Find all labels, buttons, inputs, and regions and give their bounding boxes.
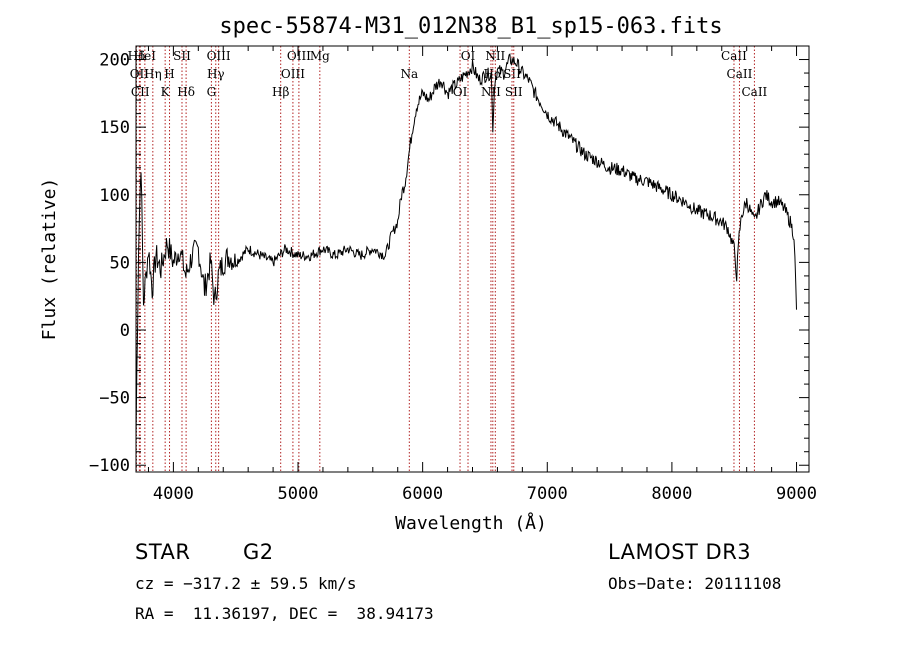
y-tick-label: 0 xyxy=(120,321,130,341)
observation-date: Obs−Date: 20111108 xyxy=(608,574,782,593)
spectral-subclass: G2 xyxy=(243,540,274,564)
line-marker-label: OI xyxy=(453,85,468,99)
line-marker-label: CaII xyxy=(721,49,747,63)
x-tick-label: 7000 xyxy=(527,484,568,504)
y-axis-label: Flux (relative) xyxy=(39,178,60,341)
line-marker-label: K xyxy=(161,85,171,99)
y-tick-label: −100 xyxy=(89,456,130,476)
line-marker-label: G xyxy=(207,85,217,99)
line-marker-label: SII xyxy=(505,85,523,99)
line-marker-label: SII xyxy=(173,49,191,63)
line-marker-label: OIII xyxy=(207,49,231,63)
line-marker-label: OIII xyxy=(287,49,311,63)
x-axis-label: Wavelength (Å) xyxy=(395,512,547,534)
line-marker-label: NII xyxy=(485,49,505,63)
line-marker-label: CII xyxy=(131,85,150,99)
line-marker-label: CaII xyxy=(727,67,753,81)
plot-area: HδOIICIIHeIHηKSIIHHδOIIIHγGOIIIOIIIHβMgN… xyxy=(89,45,817,504)
line-marker-label: CaII xyxy=(741,85,767,99)
x-tick-label: 6000 xyxy=(402,484,443,504)
y-tick-label: 50 xyxy=(110,253,130,273)
line-marker-label: Hη xyxy=(144,67,162,81)
line-marker-label: OIII xyxy=(281,67,305,81)
y-tick-label: 150 xyxy=(99,118,130,138)
x-tick-label: 5000 xyxy=(278,484,319,504)
redshift-velocity: cz = −317.2 ± 59.5 km/s xyxy=(135,574,357,593)
spectrum-trace xyxy=(135,53,797,439)
line-marker-label: Hβ xyxy=(272,85,289,99)
survey-name: LAMOST DR3 xyxy=(608,540,752,564)
line-marker-label: NII xyxy=(481,85,501,99)
line-marker-label: Mg xyxy=(310,49,330,63)
line-marker-label: OI xyxy=(461,49,476,63)
y-tick-label: 200 xyxy=(99,51,130,71)
x-tick-label: 9000 xyxy=(776,484,817,504)
spectral-class: STAR xyxy=(135,540,191,564)
axes-frame xyxy=(135,45,810,473)
coordinates: RA = 11.36197, DEC = 38.94173 xyxy=(135,604,434,623)
chart-title: spec-55874-M31_012N38_B1_sp15-063.fits xyxy=(219,14,722,39)
line-marker-label: SII xyxy=(503,67,521,81)
x-tick-label: 8000 xyxy=(651,484,692,504)
line-marker-label: H xyxy=(164,67,174,81)
line-marker-label: Na xyxy=(400,67,418,81)
line-marker-label: Hδ xyxy=(177,85,195,99)
y-tick-label: 100 xyxy=(99,186,130,206)
x-tick-label: 4000 xyxy=(153,484,194,504)
y-tick-label: −50 xyxy=(99,389,130,409)
line-marker-label: Hγ xyxy=(207,67,225,81)
